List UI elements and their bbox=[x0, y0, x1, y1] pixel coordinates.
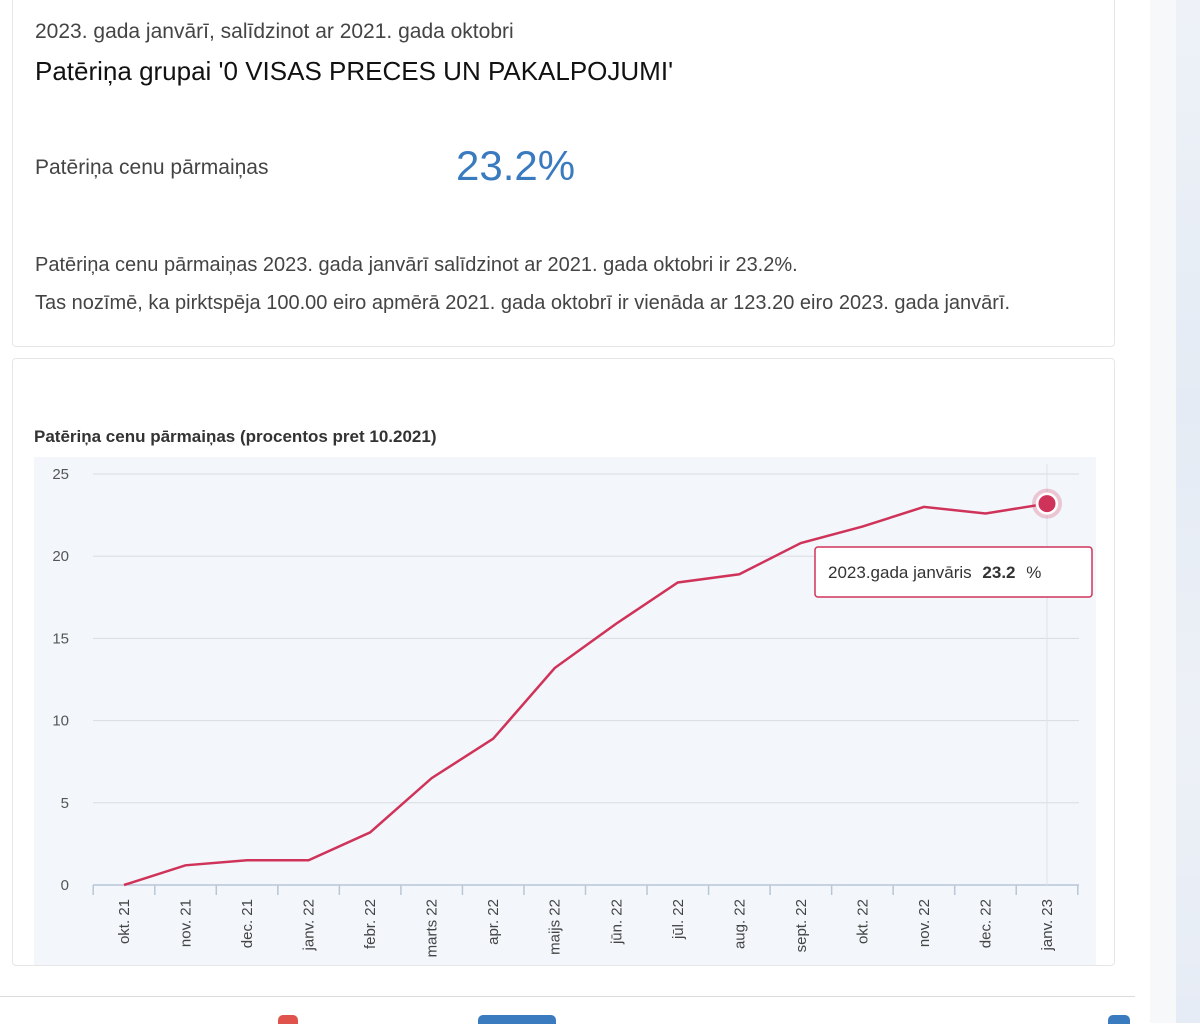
tooltip-label: 2023.gada janvāris bbox=[828, 563, 972, 582]
chart-card: Patēriņa cenu pārmaiņas (procentos pret … bbox=[12, 358, 1115, 966]
summary-card: 2023. gada janvārī, salīdzinot ar 2021. … bbox=[12, 0, 1115, 347]
x-tick-label: okt. 22 bbox=[854, 899, 871, 944]
plot-background bbox=[34, 457, 1096, 965]
x-tick-label: maijs 22 bbox=[547, 899, 564, 955]
tooltip: 2023.gada janvāris 23.2 % bbox=[814, 546, 1093, 598]
background-strip bbox=[1150, 0, 1200, 1023]
period-subtitle: 2023. gada janvārī, salīdzinot ar 2021. … bbox=[35, 20, 514, 43]
x-tick-label: sept. 22 bbox=[793, 899, 810, 952]
x-tick-label: okt. 21 bbox=[116, 899, 133, 944]
y-tick-label: 15 bbox=[52, 630, 69, 647]
data-points bbox=[1032, 488, 1062, 519]
x-axis bbox=[92, 884, 1079, 895]
y-tick-label: 0 bbox=[61, 877, 69, 894]
bottom-button-blue bbox=[478, 1015, 556, 1024]
tooltip-text: 2023.gada janvāris 23.2 % bbox=[828, 563, 1041, 582]
metric-value: 23.2% bbox=[456, 142, 576, 189]
tooltip-unit: % bbox=[1026, 563, 1041, 582]
y-tick-label: 5 bbox=[61, 795, 69, 812]
group-title: Patēriņa grupai '0 VISAS PRECES UN PAKAL… bbox=[35, 56, 674, 86]
bottom-icon-red bbox=[278, 1015, 298, 1024]
x-tick-label: nov. 22 bbox=[916, 899, 933, 947]
series-line bbox=[123, 502, 1048, 887]
line-chart: 0 5 10 15 20 25 okt. 21 nov. 21 dec. 21 janv. 22… bbox=[34, 457, 1096, 965]
bottom-bar bbox=[0, 996, 1135, 1024]
metric-label: Patēriņa cenu pārmaiņas bbox=[35, 156, 269, 179]
x-tick-label: febr. 22 bbox=[362, 899, 379, 949]
y-tick-label: 20 bbox=[52, 548, 69, 565]
x-tick-label: dec. 22 bbox=[977, 899, 994, 948]
tooltip-value: 23.2 bbox=[982, 563, 1015, 582]
x-tick-label: nov. 21 bbox=[178, 899, 195, 947]
x-tick-label: janv. 23 bbox=[1039, 899, 1056, 951]
description-line-1: Patēriņa cenu pārmaiņas 2023. gada janvā… bbox=[35, 254, 798, 276]
x-tick-label: aug. 22 bbox=[731, 899, 748, 949]
x-tick-label: jūn. 22 bbox=[608, 899, 625, 945]
y-tick-label: 10 bbox=[52, 713, 69, 730]
x-tick-label: jūl. 22 bbox=[670, 899, 687, 940]
description-line-2: Tas nozīmē, ka pirktspēja 100.00 eiro ap… bbox=[35, 292, 1011, 314]
x-tick-label: marts 22 bbox=[424, 899, 441, 957]
y-tick-label: 25 bbox=[52, 466, 69, 483]
highlighted-data-point bbox=[1035, 492, 1059, 516]
x-tick-label: dec. 21 bbox=[239, 899, 256, 948]
tooltip-box bbox=[814, 546, 1093, 598]
x-axis-ticks: okt. 21 nov. 21 dec. 21 janv. 22 febr. 22 mar… bbox=[116, 899, 1056, 957]
chart-title: Patēriņa cenu pārmaiņas (procentos pret … bbox=[34, 427, 437, 446]
highlight-halo bbox=[1032, 488, 1062, 519]
y-axis-ticks: 0 5 10 15 20 25 bbox=[52, 466, 69, 894]
bottom-icon-blue bbox=[1108, 1015, 1130, 1024]
x-tick-label: apr. 22 bbox=[485, 899, 502, 945]
x-tick-label: janv. 22 bbox=[301, 899, 318, 951]
